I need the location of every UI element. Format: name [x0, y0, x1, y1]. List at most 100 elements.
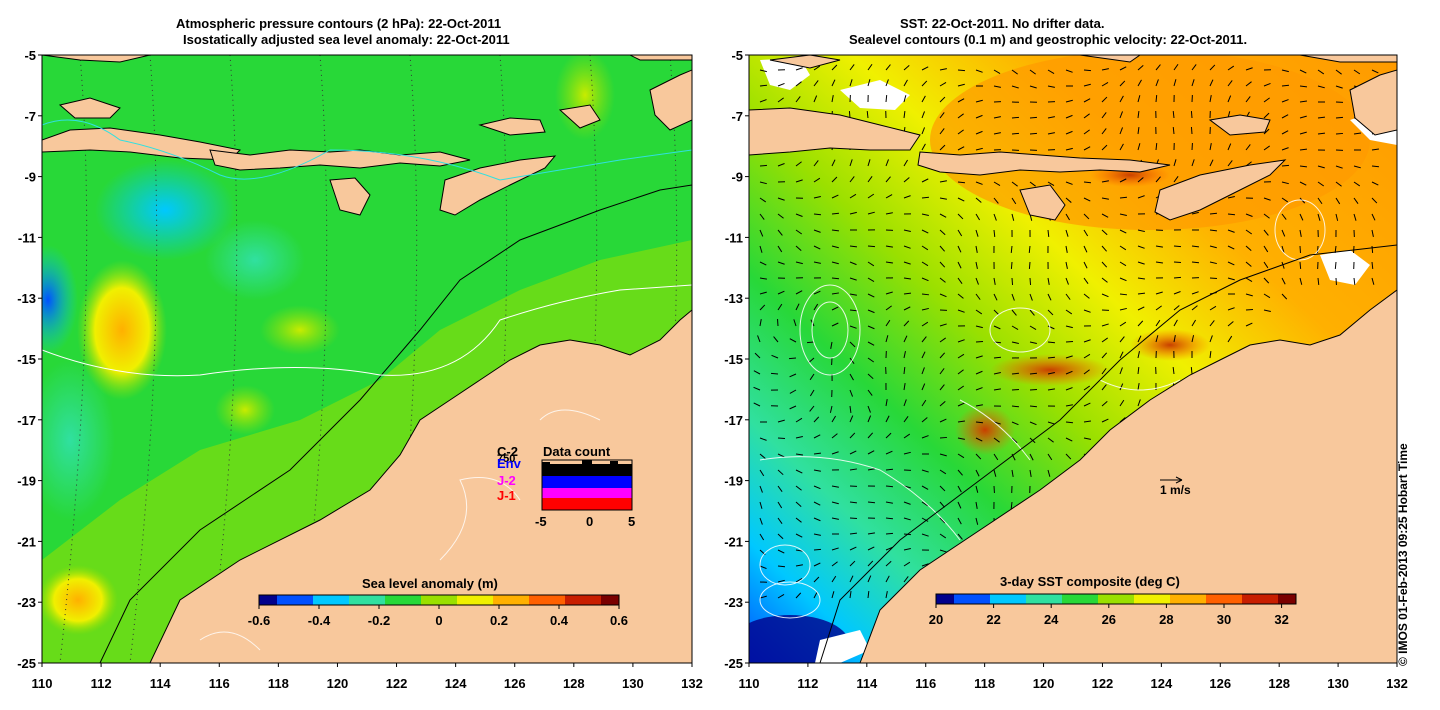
velocity-arrow — [921, 229, 929, 234]
velocity-arrow — [939, 144, 946, 151]
lat-tick-label: -23 — [724, 595, 743, 610]
velocity-arrow — [885, 319, 891, 327]
velocity-arrow — [1299, 69, 1307, 74]
velocity-arrow — [1010, 501, 1013, 510]
velocity-arrow — [1101, 229, 1108, 236]
velocity-arrow — [1281, 245, 1285, 253]
velocity-arrow — [1353, 213, 1357, 221]
velocity-arrow — [1155, 142, 1158, 151]
velocity-arrow — [885, 501, 893, 504]
velocity-arrow — [903, 366, 906, 375]
lon-tick-label: 132 — [1386, 676, 1408, 691]
velocity-arrow — [957, 181, 966, 184]
velocity-arrow — [1335, 69, 1342, 75]
colorbar-swatch — [942, 594, 949, 604]
velocity-arrow — [1263, 128, 1270, 135]
colorbar-swatch — [583, 595, 590, 605]
velocity-arrow — [1137, 366, 1140, 375]
velocity-arrow — [789, 338, 797, 343]
lat-tick-label: -11 — [18, 230, 36, 245]
velocity-arrow — [1281, 229, 1286, 237]
velocity-arrow — [1155, 176, 1161, 183]
velocity-arrow — [813, 517, 821, 522]
velocity-arrow — [957, 83, 965, 87]
velocity-arrow — [1101, 368, 1107, 375]
velocity-arrow — [885, 432, 892, 439]
right-map: 1 m/s — [749, 55, 1397, 663]
velocity-arrow — [1047, 469, 1051, 477]
colorbar-swatch — [990, 594, 997, 604]
velocity-arrow — [921, 66, 929, 71]
velocity-arrow — [1334, 261, 1337, 270]
lat-tick-label: -21 — [17, 534, 36, 549]
velocity-arrow — [867, 468, 875, 471]
velocity-arrow — [975, 181, 983, 185]
velocity-arrow — [759, 319, 762, 327]
velocity-arrow — [1119, 367, 1123, 375]
velocity-arrow — [885, 79, 889, 87]
velocity-arrow — [957, 261, 962, 269]
colorbar-swatch — [289, 595, 296, 605]
velocity-arrow — [795, 578, 803, 583]
velocity-arrow — [1119, 307, 1127, 311]
velocity-arrow — [885, 212, 893, 215]
velocity-arrow — [1011, 405, 1020, 408]
velocity-arrow — [795, 592, 802, 599]
velocity-arrow — [777, 261, 785, 265]
colorbar-swatch — [1284, 594, 1291, 604]
lat-tick-label: -5 — [24, 48, 36, 63]
velocity-arrow — [795, 261, 803, 265]
velocity-arrow — [1047, 372, 1055, 375]
left-white-contour — [42, 284, 692, 377]
colorbar-swatch — [1062, 594, 1069, 604]
colorbar-swatch — [361, 595, 368, 605]
velocity-arrow — [1137, 277, 1145, 280]
velocity-arrow — [1065, 325, 1073, 329]
velocity-arrow — [1245, 67, 1253, 71]
legend-c2: C-2 — [497, 444, 518, 459]
colorbar-swatch — [307, 595, 314, 605]
velocity-arrow — [1263, 82, 1271, 87]
colorbar-swatch — [463, 595, 470, 605]
colorbar-swatch — [271, 595, 278, 605]
velocity-arrow — [1299, 229, 1302, 237]
velocity-arrow — [1227, 321, 1234, 327]
velocity-arrow — [1047, 341, 1056, 344]
velocity-arrow — [1083, 197, 1091, 202]
velocity-arrow — [867, 432, 874, 439]
velocity-arrow — [1101, 352, 1108, 359]
colorbar-swatch — [1056, 594, 1063, 604]
colorbar-tick-label: 0.2 — [490, 613, 508, 628]
velocity-arrow — [1010, 261, 1013, 270]
velocity-arrow — [849, 546, 857, 551]
velocity-arrow — [1209, 245, 1217, 249]
velocity-arrow — [993, 181, 1001, 187]
velocity-arrow — [903, 79, 908, 87]
velocity-arrow — [1263, 245, 1269, 253]
colorbar-swatch — [343, 595, 350, 605]
velocity-arrow — [1371, 181, 1379, 186]
velocity-arrow — [957, 485, 962, 493]
velocity-arrow — [957, 369, 964, 375]
velocity-arrow — [939, 229, 946, 236]
velocity-arrow — [921, 469, 929, 473]
velocity-arrow — [1065, 437, 1073, 442]
velocity-arrow — [849, 468, 857, 471]
velocity-arrow — [813, 290, 821, 295]
velocity-arrow — [957, 385, 965, 391]
velocity-arrow — [1065, 130, 1073, 135]
velocity-arrow — [993, 197, 999, 204]
velocity-arrow — [975, 197, 982, 203]
velocity-arrow — [921, 336, 927, 343]
velocity-arrow — [813, 65, 821, 71]
velocity-arrow — [795, 179, 803, 183]
velocity-arrow — [903, 195, 911, 199]
velocity-arrow — [757, 335, 761, 343]
colorbar-swatch — [259, 595, 266, 605]
legend-env: Env — [497, 456, 522, 471]
velocity-arrow — [1353, 69, 1361, 75]
velocity-arrow — [1029, 309, 1035, 316]
velocity-arrow — [759, 197, 767, 203]
velocity-arrow — [831, 229, 840, 232]
velocity-arrow — [975, 277, 979, 285]
